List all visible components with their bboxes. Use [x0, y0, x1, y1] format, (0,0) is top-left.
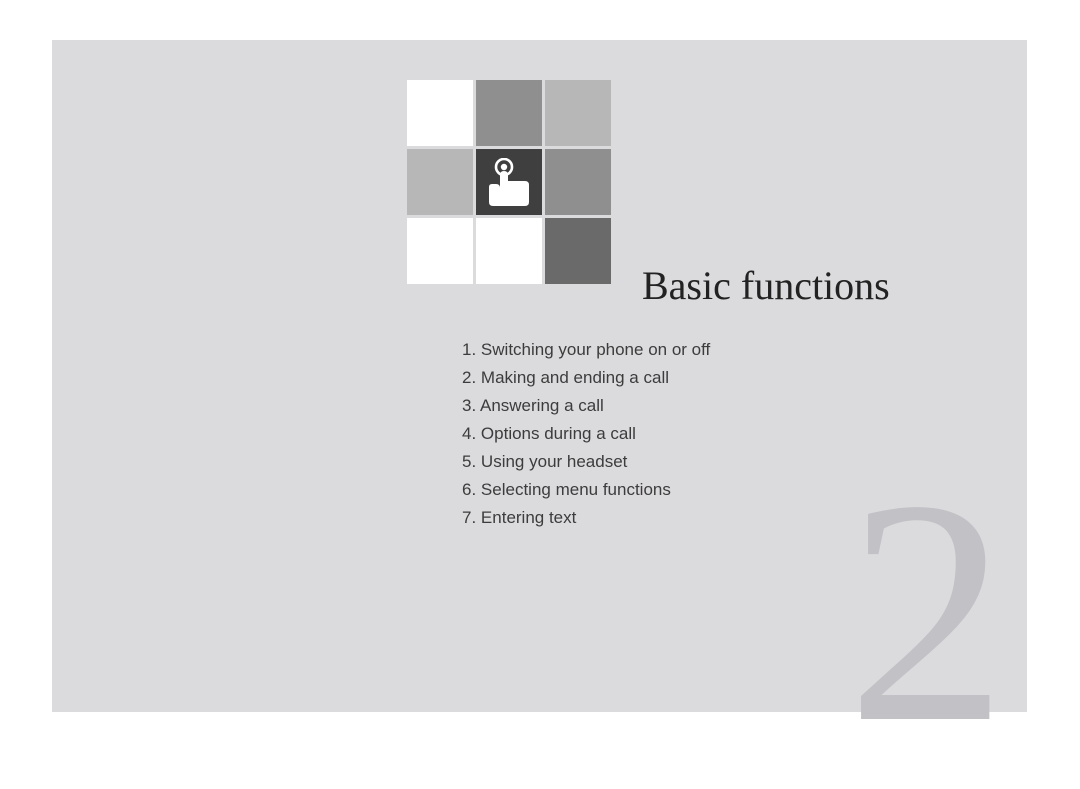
grid-cell	[545, 149, 611, 215]
list-item-label: Switching your phone on or off	[481, 340, 710, 359]
list-item-label: Selecting menu functions	[481, 480, 671, 499]
list-item: Switching your phone on or off	[462, 336, 710, 364]
list-item: Answering a call	[462, 392, 710, 420]
chapter-contents-list: Switching your phone on or off Making an…	[462, 336, 710, 532]
grid-cell	[476, 80, 542, 146]
list-item-label: Options during a call	[481, 424, 636, 443]
list-item-label: Making and ending a call	[481, 368, 669, 387]
list-item: Entering text	[462, 504, 710, 532]
grid-cell	[407, 218, 473, 284]
list-item: Selecting menu functions	[462, 476, 710, 504]
chapter-title: Basic functions	[642, 262, 890, 309]
decorative-grid	[407, 80, 611, 284]
grid-cell	[545, 80, 611, 146]
grid-cell-icon	[476, 149, 542, 215]
grid-cell	[407, 149, 473, 215]
chapter-divider-page: 2 Basic functions Switching your phone o…	[52, 40, 1027, 712]
grid-cell	[545, 218, 611, 284]
grid-cell	[407, 80, 473, 146]
list-item: Making and ending a call	[462, 364, 710, 392]
grid-cell	[476, 218, 542, 284]
list-item: Options during a call	[462, 420, 710, 448]
list-item-label: Answering a call	[480, 396, 604, 415]
list-item-label: Entering text	[481, 508, 576, 527]
list-item-label: Using your headset	[481, 452, 627, 471]
touch-icon	[488, 158, 530, 206]
list-item: Using your headset	[462, 448, 710, 476]
